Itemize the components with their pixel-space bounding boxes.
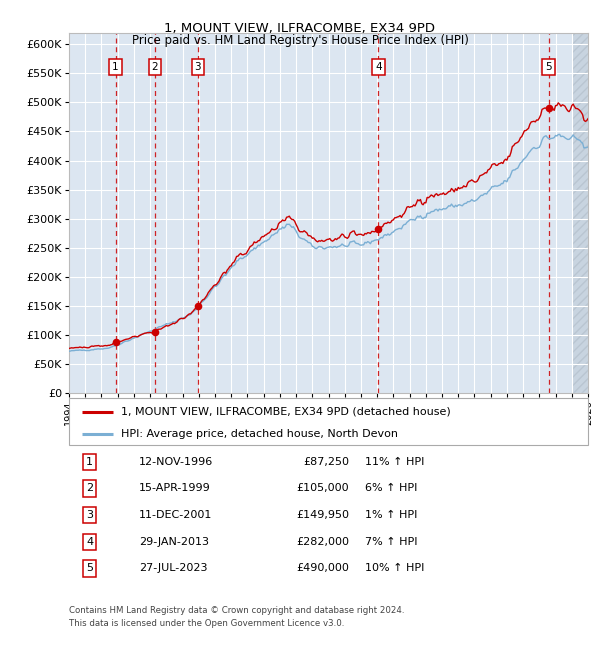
Text: £282,000: £282,000	[296, 537, 349, 547]
Text: 1% ↑ HPI: 1% ↑ HPI	[365, 510, 417, 520]
Text: 29-JAN-2013: 29-JAN-2013	[139, 537, 209, 547]
Text: £87,250: £87,250	[303, 457, 349, 467]
Text: £149,950: £149,950	[296, 510, 349, 520]
Text: This data is licensed under the Open Government Licence v3.0.: This data is licensed under the Open Gov…	[69, 619, 344, 628]
Text: 11-DEC-2001: 11-DEC-2001	[139, 510, 212, 520]
Text: 4: 4	[86, 537, 94, 547]
Text: 5: 5	[545, 62, 552, 72]
Text: 1: 1	[86, 457, 93, 467]
Text: 11% ↑ HPI: 11% ↑ HPI	[365, 457, 424, 467]
Text: 15-APR-1999: 15-APR-1999	[139, 484, 211, 493]
Text: Contains HM Land Registry data © Crown copyright and database right 2024.: Contains HM Land Registry data © Crown c…	[69, 606, 404, 615]
Text: 3: 3	[86, 510, 93, 520]
FancyBboxPatch shape	[69, 398, 588, 445]
Text: 7% ↑ HPI: 7% ↑ HPI	[365, 537, 418, 547]
Text: HPI: Average price, detached house, North Devon: HPI: Average price, detached house, Nort…	[121, 428, 398, 439]
Bar	[572, 32, 588, 393]
Bar	[572, 32, 588, 393]
Text: 1, MOUNT VIEW, ILFRACOMBE, EX34 9PD: 1, MOUNT VIEW, ILFRACOMBE, EX34 9PD	[164, 22, 436, 35]
Text: £490,000: £490,000	[296, 564, 349, 573]
Text: 4: 4	[375, 62, 382, 72]
Text: 5: 5	[86, 564, 93, 573]
Text: £105,000: £105,000	[296, 484, 349, 493]
Text: Price paid vs. HM Land Registry's House Price Index (HPI): Price paid vs. HM Land Registry's House …	[131, 34, 469, 47]
Text: 2: 2	[86, 484, 94, 493]
Text: 3: 3	[194, 62, 201, 72]
Text: 27-JUL-2023: 27-JUL-2023	[139, 564, 208, 573]
Text: 1, MOUNT VIEW, ILFRACOMBE, EX34 9PD (detached house): 1, MOUNT VIEW, ILFRACOMBE, EX34 9PD (det…	[121, 406, 451, 417]
Text: 12-NOV-1996: 12-NOV-1996	[139, 457, 214, 467]
Text: 10% ↑ HPI: 10% ↑ HPI	[365, 564, 424, 573]
Text: 6% ↑ HPI: 6% ↑ HPI	[365, 484, 417, 493]
Text: 2: 2	[151, 62, 158, 72]
Text: 1: 1	[112, 62, 119, 72]
